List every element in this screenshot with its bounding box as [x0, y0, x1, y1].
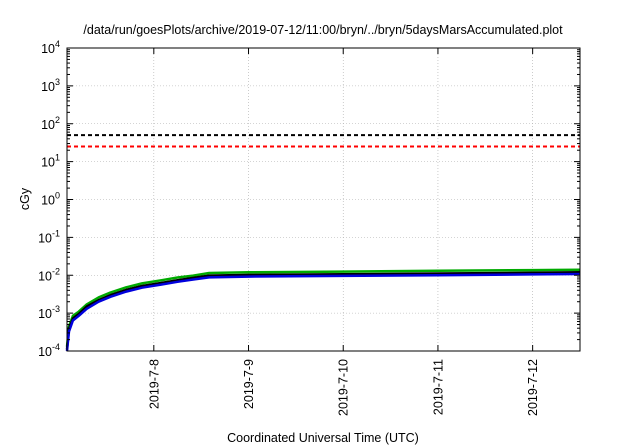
series-lines — [65, 268, 581, 352]
y-tick-label: 102 — [41, 115, 60, 132]
y-tick-exponent: -3 — [52, 304, 60, 314]
y-tick-label: 104 — [41, 39, 60, 56]
x-axis: 2019-7-8 2019-7-9 2019-7-10 2019-7-11 2019-7… — [147, 48, 540, 416]
y-tick-exponent: 3 — [55, 77, 60, 87]
y-tick-label: 10-2 — [38, 266, 60, 283]
y-tick-label: 10-3 — [38, 304, 60, 321]
y-tick-label: 10-4 — [38, 342, 60, 359]
x-tick-label: 2019-7-11 — [431, 359, 445, 415]
series-line — [65, 272, 581, 352]
y-tick-label: 101 — [41, 153, 60, 170]
y-tick-exponent: 4 — [55, 39, 60, 49]
grid — [67, 47, 580, 352]
y-tick-exponent: 2 — [55, 115, 60, 125]
series-line — [65, 268, 581, 347]
x-tick-label: 2019-7-9 — [242, 359, 256, 409]
reference-lines — [67, 134, 580, 148]
y-tick-exponent: -4 — [52, 342, 60, 352]
y-tick-exponent: -1 — [52, 228, 60, 238]
y-tick-exponent: 0 — [55, 191, 60, 201]
y-tick-exponent: -2 — [52, 266, 60, 276]
x-tick-label: 2019-7-12 — [526, 359, 540, 416]
x-tick-label: 2019-7-8 — [147, 359, 161, 409]
x-axis-label: Coordinated Universal Time (UTC) — [227, 431, 419, 445]
series-line — [65, 271, 581, 350]
y-tick-label: 10-1 — [38, 228, 60, 245]
y-tick-exponent: 1 — [55, 153, 60, 163]
chart-title: /data/run/goesPlots/archive/2019-07-12/1… — [83, 23, 563, 37]
y-tick-label: 103 — [41, 77, 60, 94]
y-tick-label: 100 — [41, 191, 60, 208]
x-tick-label: 2019-7-10 — [337, 359, 351, 416]
y-axis-label: cGy — [18, 187, 32, 210]
plot-frame — [66, 47, 581, 352]
